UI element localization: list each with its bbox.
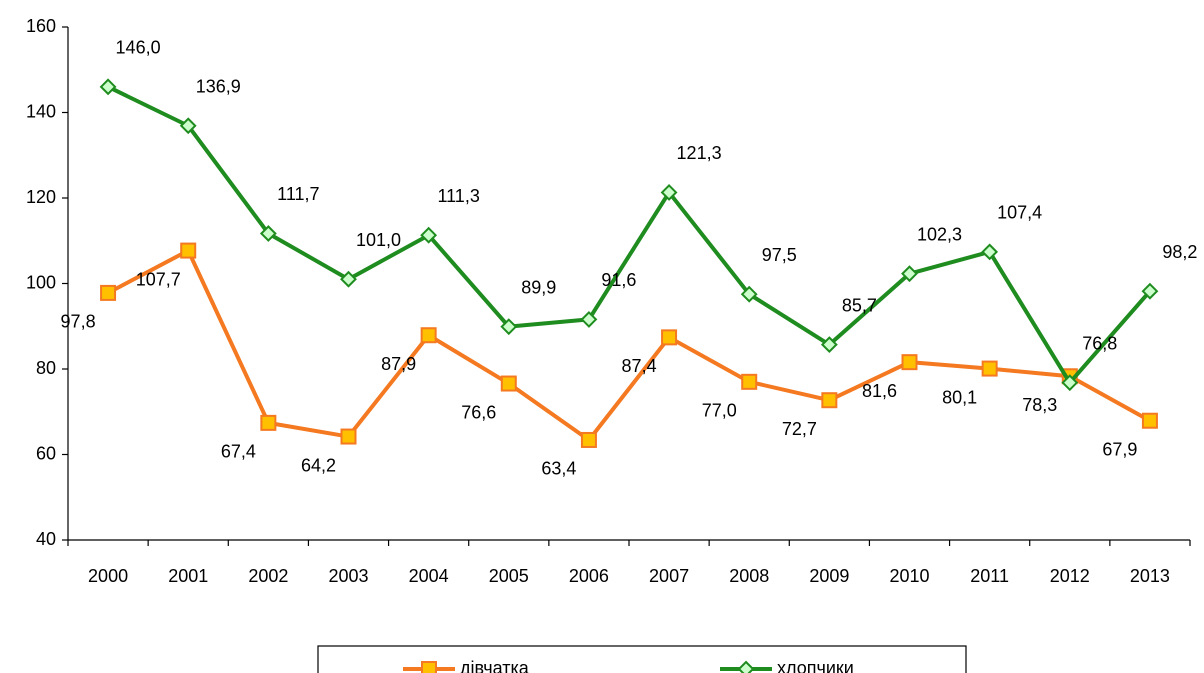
x-tick-label: 2006 (569, 566, 609, 586)
data-label: 146,0 (116, 38, 161, 58)
data-label: 64,2 (301, 455, 336, 475)
y-tick-label: 100 (26, 272, 56, 292)
data-label: 80,1 (942, 387, 977, 407)
legend-label: дівчатка (460, 658, 530, 673)
data-point (741, 373, 758, 390)
y-tick-label: 120 (26, 187, 56, 207)
y-tick-label: 40 (36, 529, 56, 549)
data-label: 63,4 (541, 459, 576, 479)
data-label: 87,4 (622, 356, 657, 376)
data-point (740, 285, 758, 303)
data-label: 87,9 (381, 354, 416, 374)
x-tick-label: 2013 (1130, 566, 1170, 586)
x-tick-label: 2007 (649, 566, 689, 586)
x-tick-label: 2011 (970, 566, 1009, 586)
data-label: 85,7 (842, 295, 877, 315)
data-point (420, 226, 438, 244)
data-label: 76,6 (461, 402, 496, 422)
data-label: 72,7 (782, 419, 817, 439)
data-point (901, 265, 918, 283)
data-point (821, 392, 838, 409)
data-point (500, 375, 517, 392)
data-point (820, 336, 838, 354)
data-label: 97,5 (762, 245, 797, 265)
data-point (660, 184, 678, 201)
x-tick-label: 2010 (889, 566, 929, 586)
data-label: 91,6 (601, 270, 636, 290)
y-tick-label: 80 (36, 358, 56, 378)
data-point (901, 354, 918, 371)
series-line (107, 85, 1152, 385)
data-point (981, 360, 998, 377)
data-point (580, 310, 598, 328)
x-tick-label: 2012 (1050, 566, 1090, 586)
data-point (340, 270, 357, 288)
data-point (340, 428, 357, 445)
data-label: 111,3 (437, 186, 479, 206)
data-label: 121,3 (677, 143, 722, 163)
data-point (99, 78, 117, 96)
data-point (981, 243, 999, 261)
data-label: 98,2 (1162, 242, 1197, 262)
y-tick-label: 160 (26, 16, 56, 36)
data-label: 67,9 (1102, 439, 1137, 459)
series-line (107, 248, 1151, 442)
data-label: 111,7 (277, 184, 319, 204)
data-label: 67,4 (221, 442, 256, 462)
data-label: 89,9 (521, 277, 556, 297)
data-point (1061, 374, 1079, 392)
y-tick-label: 60 (36, 443, 56, 463)
data-point (661, 329, 678, 346)
data-point (1141, 282, 1159, 300)
x-tick-label: 2004 (409, 566, 449, 586)
x-tick-label: 2008 (729, 566, 769, 586)
data-label: 81,6 (862, 381, 897, 401)
y-tick-label: 140 (26, 101, 56, 121)
x-tick-label: 2005 (489, 566, 529, 586)
data-point (259, 225, 277, 242)
data-label: 77,0 (702, 401, 737, 421)
data-point (420, 327, 437, 344)
x-tick-label: 2001 (168, 566, 208, 586)
x-tick-label: 2009 (809, 566, 849, 586)
data-point (179, 117, 197, 135)
legend-marker (737, 660, 755, 673)
data-point (1141, 412, 1158, 429)
legend-marker (421, 661, 437, 673)
data-label: 102,3 (917, 224, 962, 244)
x-tick-label: 2000 (88, 566, 128, 586)
data-label: 101,0 (356, 230, 401, 250)
data-point (580, 431, 597, 448)
data-point (100, 284, 117, 301)
data-point (260, 414, 277, 431)
data-point (180, 242, 197, 259)
data-label: 107,7 (136, 269, 181, 289)
x-tick-label: 2003 (328, 566, 368, 586)
data-label: 97,8 (61, 312, 96, 332)
data-label: 78,3 (1022, 395, 1057, 415)
legend-label: хлопчики (777, 658, 854, 673)
x-tick-label: 2002 (248, 566, 288, 586)
data-label: 107,4 (997, 203, 1042, 223)
data-point (500, 318, 518, 336)
data-label: 76,8 (1082, 333, 1117, 353)
data-label: 136,9 (196, 77, 241, 97)
